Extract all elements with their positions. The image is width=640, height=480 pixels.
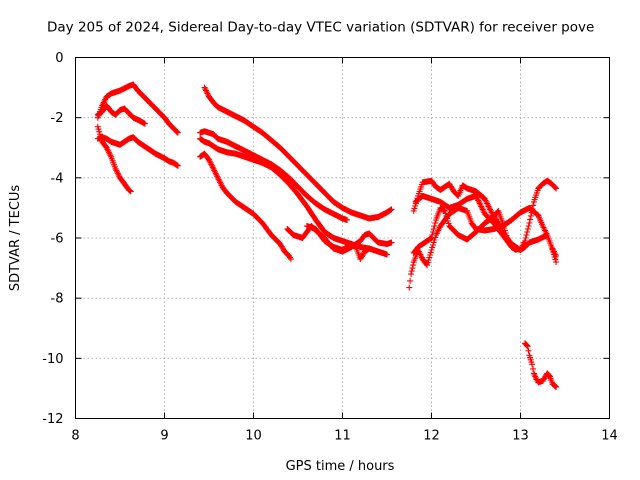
series-arc-14 — [412, 177, 560, 253]
y-tick-label: 0 — [55, 51, 63, 66]
chart-title: Day 205 of 2024, Sidereal Day-to-day VTE… — [47, 20, 594, 36]
x-tick-label: 12 — [423, 429, 440, 444]
series-arc-4 — [94, 134, 181, 169]
y-tick-label: -8 — [51, 292, 64, 307]
x-tick-label: 11 — [334, 429, 351, 444]
plus-markers — [201, 84, 395, 222]
y-axis-label: SDTVAR / TECUs — [8, 185, 23, 292]
y-tick-label: -6 — [51, 232, 64, 247]
plus-markers — [197, 150, 294, 263]
y-tick-label: -4 — [51, 171, 64, 186]
plus-markers — [412, 177, 560, 253]
series-arc-2 — [94, 102, 148, 127]
x-tick-label: 10 — [245, 429, 262, 444]
plus-markers — [410, 177, 519, 253]
series-arc-8 — [197, 150, 294, 263]
x-tick-label: 14 — [601, 429, 618, 444]
plus-markers — [94, 123, 134, 195]
plus-markers — [94, 102, 148, 127]
series-arc-15 — [522, 340, 560, 390]
plot-frame — [75, 57, 610, 419]
y-tick-label: -10 — [42, 352, 63, 367]
y-tick-label: -2 — [51, 111, 64, 126]
series-arc-3 — [94, 123, 134, 195]
plus-markers — [303, 223, 373, 263]
x-axis-label: GPS time / hours — [286, 459, 395, 474]
tick-labels: 8 9 10 11 12 13 14 0 -2 -4 -6 -8 -10 -12 — [42, 51, 618, 444]
x-tick-label: 8 — [71, 429, 79, 444]
x-tick-label: 13 — [512, 429, 529, 444]
data-points — [94, 81, 560, 390]
series-arc-13 — [410, 177, 519, 253]
plus-markers — [522, 340, 560, 390]
plus-markers — [94, 134, 181, 169]
series-arc-5 — [201, 84, 395, 222]
plus-markers — [406, 204, 560, 291]
x-tick-label: 9 — [160, 429, 168, 444]
y-tick-label: -12 — [42, 412, 63, 427]
series-arc-11 — [406, 204, 560, 291]
series-arc-10 — [303, 223, 373, 263]
